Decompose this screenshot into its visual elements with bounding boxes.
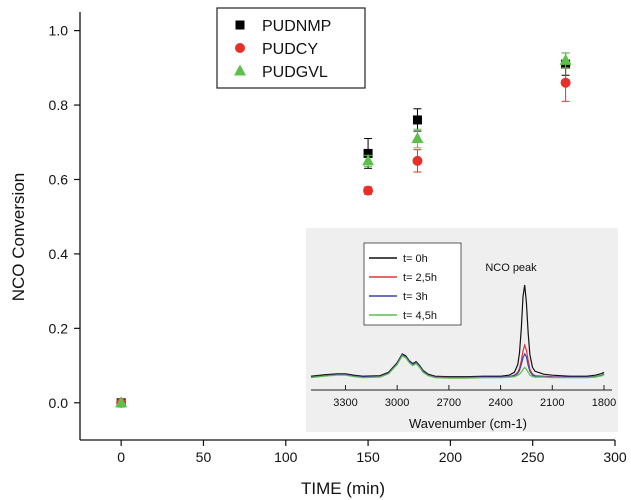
x-axis-title: TIME (min) [301,479,385,498]
x-tick-label: 0 [117,449,125,465]
x-tick-label: 100 [274,449,298,465]
inset-line-t-4-5h [310,354,605,379]
x-tick-label: 300 [603,449,627,465]
point-pudgvl [411,132,424,144]
inset-x-tick-label: 2400 [488,397,512,409]
main-axes [79,12,615,441]
inset-annotation: NCO peak [485,262,537,274]
inset-spectrum: 3300 3000 2700 2400 2100 1800 NCO peak t= 0ht… [306,228,618,432]
legend: PUDNMP PUDCY PUDGVL [216,7,366,89]
main-data-marks [115,52,572,408]
point-pudgvl [115,396,128,408]
point-pudcy [363,185,374,196]
y-tick-label: 0.2 [49,320,69,336]
inset-x-tick-label: 3300 [333,397,357,409]
point-pudcy [560,77,571,88]
point-pudgvl [559,53,572,65]
main-plot: 0 50 100 150 200 250 300 0.0 0.2 0.4 0.6 0.8 1.0 TI… [9,12,627,498]
inset-line-t-0h [310,284,605,378]
x-tick-label: 50 [196,449,212,465]
legend-marker-pudcy [235,43,245,53]
inset-series-lines [310,284,605,379]
y-tick-label: 0.8 [49,97,69,113]
main-x-ticks: 0 50 100 150 200 250 300 [117,440,627,465]
point-pudgvl [362,154,375,166]
main-y-ticks: 0.0 0.2 0.4 0.6 0.8 1.0 [49,23,80,411]
inset-legend-label-t-2-5h: t= 2,5h [403,272,437,284]
y-tick-label: 0.4 [49,246,69,262]
inset-legend-label-t-0h: t= 0h [403,253,428,265]
inset-background [306,228,618,432]
legend-label-pudnmp: PUDNMP [262,18,331,35]
legend-marker-pudnmp [235,20,245,30]
point-pudcy [412,155,423,166]
legend-items: PUDNMP PUDCY PUDGVL [234,18,331,81]
inset-x-tick-label: 3000 [385,397,409,409]
inset-x-tick-label: 2700 [437,397,461,409]
inset-x-tick-label: 1800 [592,397,616,409]
y-tick-label: 1.0 [49,23,69,39]
point-pudnmp [412,115,422,125]
x-tick-label: 250 [521,449,545,465]
inset-legend-items: t= 0h t= 2,5h t= 3h t= 4,5h [369,253,437,322]
inset-legend-label-t-4-5h: t= 4,5h [403,310,437,322]
legend-label-pudgvl: PUDGVL [262,64,328,81]
inset-legend-label-t-3h: t= 3h [403,291,428,303]
legend-label-pudcy: PUDCY [262,41,318,58]
y-tick-label: 0.0 [49,395,69,411]
point-pudnmp [363,148,373,158]
inset-x-tick-label: 2100 [540,397,564,409]
x-tick-label: 150 [356,449,380,465]
y-tick-label: 0.6 [49,171,69,187]
inset-x-ticks: 3300 3000 2700 2400 2100 1800 [333,385,616,409]
x-tick-label: 200 [439,449,463,465]
legend-marker-pudgvl [234,64,246,76]
inset-x-axis-title: Wavenumber (cm-1) [409,416,527,431]
y-axis-title: NCO Conversion [9,173,28,302]
series-pudcy [116,63,571,408]
inset-legend-box [363,242,462,326]
series-pudgvl [115,52,572,408]
